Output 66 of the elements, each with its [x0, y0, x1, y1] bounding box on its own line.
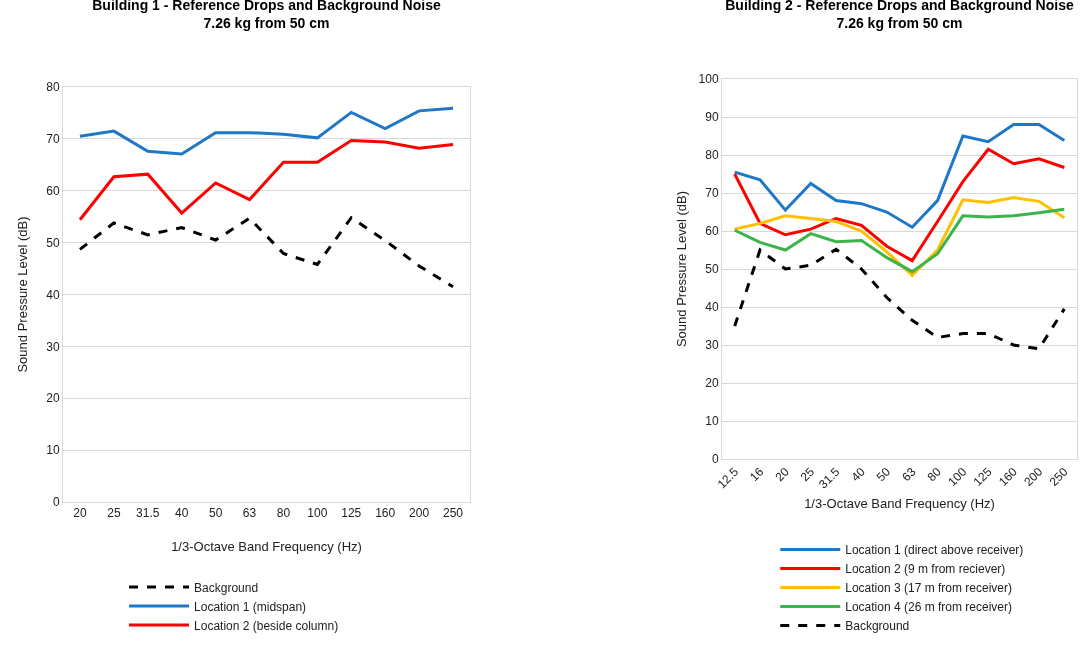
- line-series: [733, 196, 1066, 277]
- y-tick-label: 10: [46, 443, 60, 458]
- y-tick-label: 40: [705, 300, 719, 315]
- x-tick-label: 25: [797, 464, 818, 485]
- y-tick-label: 30: [46, 339, 60, 354]
- y-tick-label: 80: [705, 148, 719, 163]
- line-series: [733, 123, 1066, 229]
- legend-label: Background: [845, 619, 910, 634]
- line-series: [733, 247, 1066, 351]
- line-series: [733, 147, 1066, 263]
- x-tick-label: 100: [307, 506, 328, 521]
- y-tick-label: 70: [46, 132, 60, 147]
- y-tick-label: 50: [46, 235, 60, 250]
- y-tick-label: 70: [705, 186, 719, 201]
- legend-label: Location 1 (direct above receiver): [845, 543, 1024, 558]
- chart-title: Building 1 - Reference Drops and Background Noise 7.26 kg from 50 cm: [92, 0, 441, 31]
- y-tick-label: 30: [705, 338, 719, 353]
- y-axis-title: Sound Pressure Level (dB): [674, 190, 689, 348]
- y-tick-label: 60: [46, 183, 60, 198]
- x-tick-label: 100: [945, 464, 970, 489]
- x-tick-label: 16: [747, 464, 767, 485]
- legend-label: Location 2 (beside column): [194, 618, 339, 633]
- x-axis-title: 1/3-Octave Band Frequency (Hz): [171, 539, 362, 554]
- legend-label: Location 1 (midspan): [194, 599, 307, 614]
- chart-title: Building 2 - Reference Drops and Background Noise 7.26 kg from 50 cm: [725, 0, 1074, 31]
- y-tick-label: 0: [52, 495, 60, 510]
- x-tick-label: 31.5: [136, 506, 160, 521]
- y-tick-label: 90: [705, 110, 719, 125]
- x-tick-label: 250: [443, 506, 464, 521]
- x-tick-label: 25: [107, 506, 121, 521]
- line-series: [78, 106, 455, 156]
- y-tick-label: 50: [705, 262, 719, 277]
- x-tick-label: 125: [341, 506, 362, 521]
- legend-label: Location 3 (17 m from receiver): [845, 581, 1012, 596]
- y-axis-title: Sound Pressure Level (dB): [15, 216, 30, 373]
- x-tick-label: 20: [772, 464, 792, 485]
- y-tick-label: 20: [46, 391, 60, 406]
- y-tick-label: 100: [698, 72, 719, 87]
- x-tick-label: 80: [924, 464, 945, 485]
- x-tick-label: 80: [276, 506, 291, 521]
- y-tick-label: 0: [711, 452, 719, 467]
- x-tick-label: 50: [208, 506, 223, 521]
- line-series: [733, 207, 1066, 274]
- x-tick-label: 20: [73, 506, 87, 521]
- x-tick-label: 160: [995, 464, 1021, 489]
- x-tick-label: 63: [242, 506, 257, 521]
- legend-label: Background: [194, 580, 259, 595]
- y-tick-label: 40: [46, 287, 60, 302]
- x-tick-label: 125: [970, 464, 995, 489]
- x-tick-label: 40: [848, 464, 869, 485]
- y-tick-label: 60: [705, 224, 719, 239]
- x-tick-label: 200: [409, 506, 430, 521]
- line-series: [78, 216, 455, 289]
- line-series: [78, 138, 455, 222]
- x-tick-label: 160: [375, 506, 396, 521]
- y-tick-label: 80: [46, 80, 60, 95]
- x-tick-label: 40: [175, 506, 189, 521]
- legend-label: Location 4 (26 m from receiver): [845, 600, 1012, 615]
- y-tick-label: 10: [705, 414, 719, 429]
- x-tick-label: 250: [1046, 464, 1071, 489]
- x-tick-label: 50: [873, 464, 894, 485]
- legend-label: Location 2 (9 m from reciever): [845, 562, 1006, 577]
- y-tick-label: 20: [705, 376, 719, 391]
- x-tick-label: 63: [899, 464, 919, 485]
- x-axis-title: 1/3-Octave Band Frequency (Hz): [804, 496, 995, 511]
- x-tick-label: 200: [1021, 464, 1046, 489]
